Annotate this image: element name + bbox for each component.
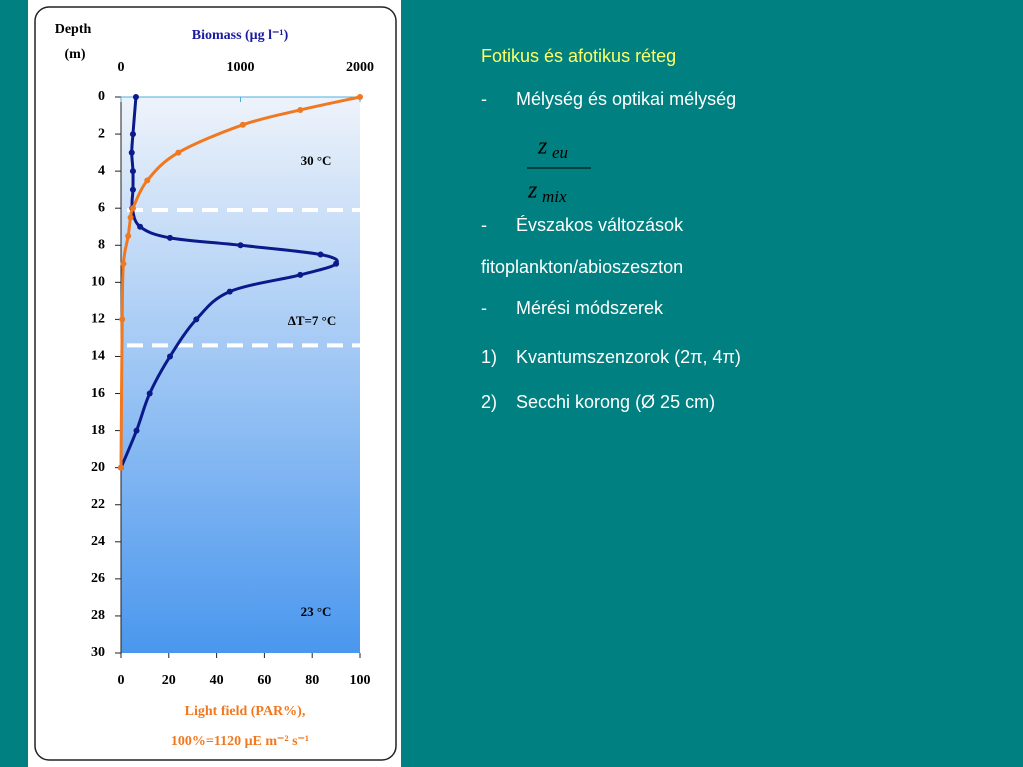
data-point (132, 94, 139, 100)
bullet-marker: - (481, 215, 487, 235)
slide-title: Fotikus és afotikus réteg (481, 46, 676, 66)
annotation: ΔT=7 °C (288, 313, 337, 328)
data-point (297, 106, 304, 113)
y-tick-label: 10 (91, 275, 105, 290)
y-tick-label: 28 (91, 608, 105, 623)
x-title: 100%=1120 μE m⁻² s⁻¹ (171, 734, 309, 749)
data-point (120, 260, 127, 267)
y-tick-label: 16 (91, 386, 105, 401)
data-point (129, 186, 136, 193)
data-point (175, 149, 182, 156)
y-title: (m) (65, 47, 86, 62)
bullet-marker: - (481, 89, 487, 109)
data-point (297, 271, 304, 278)
x-tick-label: 40 (210, 673, 224, 688)
x2-tick-label: 0 (118, 60, 125, 75)
data-point (166, 234, 173, 241)
plain-text: fitoplankton/abioszeszton (481, 257, 683, 277)
x-tick-label: 60 (257, 673, 271, 688)
data-point (127, 214, 134, 221)
x-title: Light field (PAR%), (185, 704, 306, 719)
data-point (226, 288, 233, 295)
y-tick-label: 14 (91, 349, 105, 364)
y-tick-label: 12 (91, 312, 105, 327)
y-tick-label: 26 (91, 571, 105, 586)
data-point (118, 464, 124, 471)
data-point (125, 233, 132, 239)
formula-num-sub: eu (552, 143, 568, 162)
bullet-text: Secchi korong (Ø 25 cm) (516, 392, 715, 412)
y-tick-label: 4 (98, 163, 105, 178)
formula-den: z (527, 178, 538, 204)
data-point (237, 242, 244, 249)
data-point (129, 168, 136, 175)
annotation: 30 °C (301, 153, 332, 168)
data-point (137, 223, 144, 230)
data-point (129, 131, 136, 138)
data-point (128, 149, 135, 156)
y-tick-label: 18 (91, 423, 105, 438)
bullet-text: Mérési módszerek (516, 298, 664, 318)
data-point (333, 260, 340, 267)
data-point (317, 251, 324, 258)
data-point (357, 94, 363, 100)
data-point (119, 316, 126, 323)
x-tick-label: 0 (118, 673, 125, 688)
x-tick-label: 20 (162, 673, 176, 688)
y-tick-label: 6 (98, 200, 105, 215)
formula-num: z (537, 134, 548, 160)
y-tick-label: 2 (98, 126, 105, 141)
y-tick-label: 0 (98, 89, 105, 104)
data-point (146, 390, 153, 397)
data-point (166, 353, 173, 360)
panel-border (34, 6, 397, 761)
y-title: Depth (55, 22, 92, 37)
formula-den-sub: mix (542, 187, 567, 206)
bullet-text: Évszakos változások (516, 215, 684, 235)
bullet-marker: - (481, 298, 487, 318)
x-tick-label: 100 (350, 673, 371, 688)
data-point (239, 121, 246, 128)
data-point (133, 427, 140, 434)
y-tick-label: 8 (98, 237, 105, 252)
y-tick-label: 24 (91, 534, 105, 549)
plot-area (121, 97, 360, 653)
x2-title: Biomass (μg l⁻¹) (192, 28, 289, 43)
data-point (129, 205, 136, 212)
x-tick-label: 80 (305, 673, 319, 688)
bullet-marker: 1) (481, 347, 497, 367)
annotation: 23 °C (301, 604, 332, 619)
x2-tick-label: 1000 (227, 60, 255, 75)
y-tick-label: 22 (91, 497, 105, 512)
bullet-text: Kvantumszenzorok (2π, 4π) (516, 347, 741, 367)
bullet-text: Mélység és optikai mélység (516, 89, 736, 109)
data-point (193, 316, 200, 323)
x2-tick-label: 2000 (346, 60, 374, 75)
y-tick-label: 20 (91, 460, 105, 475)
bullet-marker: 2) (481, 392, 497, 412)
data-point (144, 177, 151, 184)
y-tick-label: 30 (91, 645, 105, 660)
